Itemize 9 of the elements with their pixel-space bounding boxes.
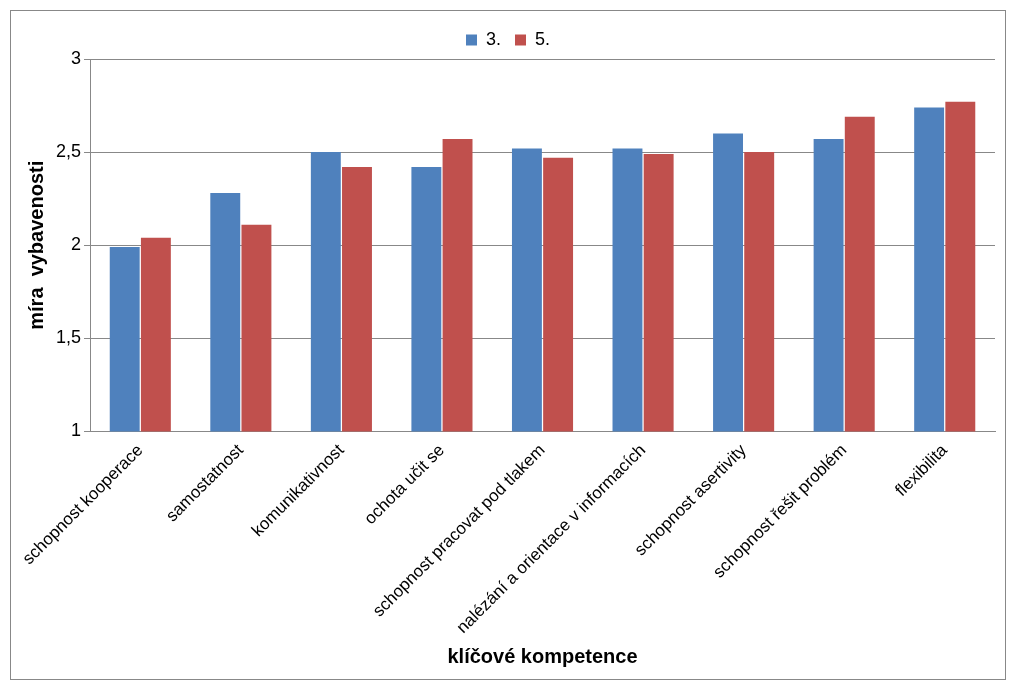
y-tick-label: 1: [71, 420, 82, 441]
x-axis-title: klíčové kompetence: [447, 644, 638, 667]
y-tick-label: 2,5: [55, 141, 82, 162]
y-tick-label: 2: [71, 234, 82, 255]
y-tick-label: 1,5: [55, 327, 82, 348]
y-axis-title: míra vybavenosti: [24, 160, 47, 330]
legend-label: 3.: [485, 28, 501, 49]
y-tick-label: 3: [71, 47, 82, 68]
legend-label: 5.: [535, 28, 551, 49]
